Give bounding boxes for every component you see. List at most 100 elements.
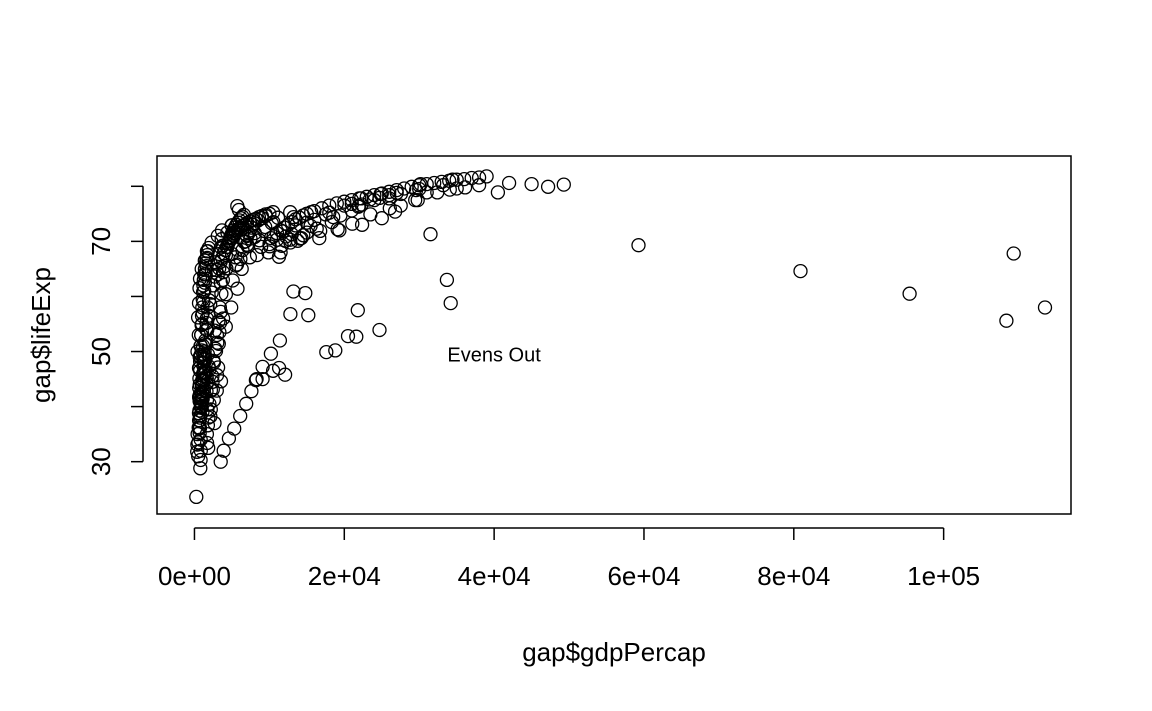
data-point — [272, 333, 288, 348]
data-point — [286, 284, 301, 299]
data-point — [277, 367, 293, 382]
data-point — [227, 421, 242, 436]
data-point — [197, 261, 213, 277]
data-point — [354, 217, 370, 232]
data-point — [191, 435, 206, 450]
data-point — [220, 239, 235, 255]
data-point — [249, 371, 264, 387]
data-point — [283, 235, 298, 250]
data-point — [298, 285, 313, 301]
data-point — [212, 300, 228, 315]
data-point — [1037, 300, 1053, 315]
data-point — [397, 181, 412, 196]
data-point — [249, 247, 265, 263]
data-point — [442, 173, 457, 188]
data-point — [233, 251, 248, 267]
data-point — [427, 175, 442, 191]
data-point — [471, 178, 487, 193]
data-point — [225, 273, 240, 288]
data-point — [299, 225, 314, 240]
data-point — [191, 449, 206, 464]
data-point — [540, 179, 556, 194]
data-point — [372, 322, 387, 338]
data-point — [221, 431, 237, 446]
data-point — [233, 211, 249, 226]
data-point — [404, 179, 419, 194]
data-point — [218, 247, 234, 263]
data-point — [344, 192, 359, 208]
data-point — [201, 410, 216, 425]
y-tick-label: 70 — [86, 227, 116, 256]
data-point — [556, 177, 571, 192]
data-point — [299, 215, 314, 230]
data-point — [242, 250, 258, 265]
data-point — [457, 180, 473, 195]
data-point — [419, 185, 434, 200]
data-point — [337, 198, 352, 213]
y-axis: 30 50 70 — [86, 185, 144, 476]
data-point — [206, 355, 222, 370]
data-point — [265, 205, 281, 220]
data-point — [340, 328, 356, 344]
data-point — [255, 359, 270, 375]
data-point — [254, 211, 270, 226]
data-point — [193, 399, 208, 414]
data-point — [200, 418, 216, 433]
data-point — [197, 344, 212, 359]
data-point — [201, 240, 216, 256]
data-point — [382, 191, 397, 206]
data-point — [218, 287, 234, 302]
data-point — [232, 213, 247, 228]
data-point — [200, 250, 215, 266]
data-point — [244, 384, 259, 399]
data-point — [382, 184, 397, 199]
data-point — [263, 346, 279, 361]
data-point — [208, 341, 223, 356]
data-point — [389, 182, 404, 198]
y-tick-label: 50 — [86, 337, 116, 366]
data-point — [423, 227, 438, 242]
data-point — [250, 213, 266, 228]
plot-frame — [156, 155, 1072, 515]
data-point — [234, 261, 249, 277]
data-point — [193, 452, 208, 468]
data-point — [192, 421, 207, 436]
data-point — [410, 192, 425, 208]
data-point — [307, 203, 322, 219]
data-point — [200, 300, 215, 315]
data-point — [374, 186, 389, 201]
data-point — [319, 344, 334, 360]
data-point — [233, 408, 248, 424]
data-point — [255, 371, 270, 387]
data-point — [198, 267, 213, 282]
data-point — [247, 216, 262, 231]
x-tick-label: 0e+00 — [158, 561, 231, 591]
data-point — [322, 198, 337, 213]
data-point — [253, 239, 269, 255]
data-point — [269, 225, 285, 241]
data-point — [280, 217, 296, 232]
data-point — [252, 233, 267, 248]
data-point — [344, 196, 359, 212]
data-point — [190, 426, 205, 442]
data-point — [194, 388, 209, 403]
data-point — [479, 169, 494, 184]
data-point — [236, 207, 252, 223]
data-point — [273, 245, 288, 260]
data-point — [350, 303, 365, 318]
data-point — [216, 443, 231, 458]
data-point — [197, 275, 213, 290]
data-point — [999, 313, 1014, 328]
data-point — [213, 374, 229, 389]
data-point — [198, 333, 213, 348]
data-point — [211, 314, 226, 329]
data-point — [352, 198, 367, 213]
data-point — [330, 222, 345, 237]
data-point — [352, 191, 367, 206]
data-point — [284, 214, 300, 230]
data-point — [258, 208, 273, 224]
data-point — [471, 170, 487, 185]
data-point — [490, 185, 506, 200]
data-point — [203, 297, 218, 312]
